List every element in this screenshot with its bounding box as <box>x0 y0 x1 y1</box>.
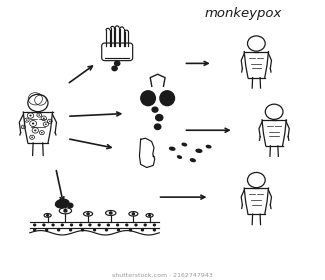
Circle shape <box>52 224 54 226</box>
Circle shape <box>110 212 112 214</box>
Circle shape <box>107 224 109 226</box>
Ellipse shape <box>141 91 155 106</box>
Circle shape <box>29 115 32 116</box>
Circle shape <box>26 119 28 121</box>
Circle shape <box>149 215 150 216</box>
Ellipse shape <box>190 159 195 162</box>
Circle shape <box>141 229 143 231</box>
Circle shape <box>43 118 45 119</box>
Text: monkeypox: monkeypox <box>205 7 282 20</box>
Circle shape <box>34 229 36 231</box>
Circle shape <box>112 66 117 71</box>
Circle shape <box>82 229 84 231</box>
Circle shape <box>144 224 146 226</box>
Circle shape <box>34 129 36 131</box>
Circle shape <box>153 229 155 231</box>
Circle shape <box>64 209 67 212</box>
Circle shape <box>106 229 108 231</box>
Circle shape <box>38 114 40 116</box>
Circle shape <box>98 224 100 226</box>
Circle shape <box>80 224 82 226</box>
Circle shape <box>34 224 36 226</box>
Ellipse shape <box>196 149 202 152</box>
Circle shape <box>58 229 59 231</box>
Circle shape <box>154 124 161 130</box>
Circle shape <box>49 120 51 122</box>
Circle shape <box>68 203 73 208</box>
Circle shape <box>31 137 33 138</box>
Circle shape <box>32 122 34 125</box>
Circle shape <box>117 224 119 226</box>
Circle shape <box>46 229 48 231</box>
Circle shape <box>47 215 48 216</box>
Ellipse shape <box>177 156 181 158</box>
Ellipse shape <box>182 143 187 146</box>
Circle shape <box>135 224 137 226</box>
Circle shape <box>41 132 43 133</box>
Circle shape <box>43 224 45 226</box>
Circle shape <box>152 107 158 112</box>
Circle shape <box>126 224 128 226</box>
Circle shape <box>115 61 120 66</box>
Circle shape <box>132 213 135 215</box>
Ellipse shape <box>160 91 175 106</box>
Circle shape <box>118 229 120 231</box>
Circle shape <box>70 229 72 231</box>
Circle shape <box>129 229 131 231</box>
Ellipse shape <box>56 199 69 208</box>
Circle shape <box>156 115 163 121</box>
Circle shape <box>45 123 47 125</box>
Circle shape <box>89 224 91 226</box>
Ellipse shape <box>170 147 175 150</box>
Circle shape <box>61 224 63 226</box>
Circle shape <box>22 126 24 128</box>
Ellipse shape <box>206 145 211 148</box>
Circle shape <box>71 224 72 226</box>
Circle shape <box>153 224 155 226</box>
Circle shape <box>94 229 96 231</box>
Circle shape <box>87 213 89 215</box>
Text: shutterstock.com · 2162747943: shutterstock.com · 2162747943 <box>112 273 213 278</box>
